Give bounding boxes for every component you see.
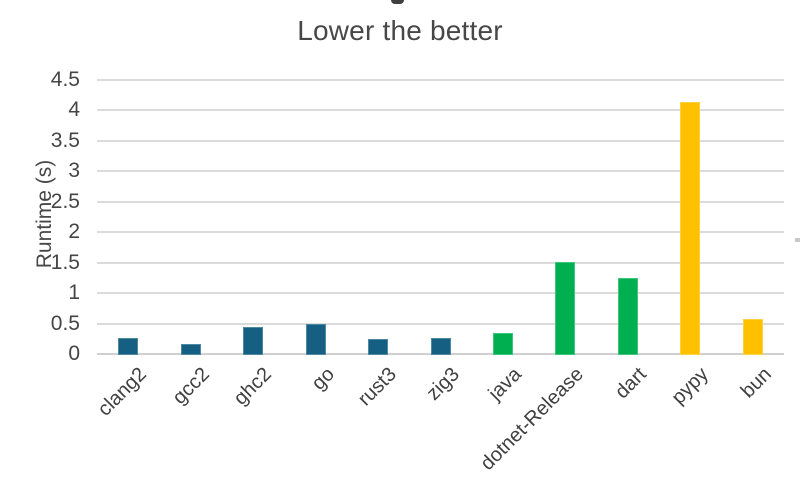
gridline-1.5 xyxy=(97,261,784,264)
bar-go xyxy=(305,324,326,355)
y-tick-label-3.5: 3.5 xyxy=(50,128,80,152)
bar-dart xyxy=(617,278,638,355)
gridline-0.5 xyxy=(97,322,784,325)
y-tick-label-0: 0 xyxy=(68,342,80,365)
clipped-top-text-fragment xyxy=(391,0,404,4)
y-tick-label-0.5: 0.5 xyxy=(50,311,80,335)
y-tick-label-1: 1 xyxy=(68,281,80,305)
bar-zig3 xyxy=(430,338,451,355)
bar-gcc2 xyxy=(180,344,201,355)
bar-dotnet-Release xyxy=(555,262,576,355)
bar-rust3 xyxy=(368,339,389,355)
clipped-right-edge-artifact xyxy=(795,238,800,242)
y-tick-label-2: 2 xyxy=(68,220,80,244)
gridline-2 xyxy=(97,231,784,234)
gridline-2.5 xyxy=(97,200,784,203)
chart-title: Lower the better xyxy=(297,15,503,46)
gridline-4.5 xyxy=(97,79,784,81)
bar-java xyxy=(492,333,513,355)
x-tick-label-clang2: clang2 xyxy=(93,363,152,421)
y-tick-label-4: 4 xyxy=(68,98,80,122)
bar-bun xyxy=(742,319,763,355)
y-tick-label-4.5: 4.5 xyxy=(50,68,80,91)
y-tick-label-1.5: 1.5 xyxy=(50,250,80,274)
gridline-4 xyxy=(97,109,784,112)
y-tick-label-3: 3 xyxy=(68,159,80,183)
bar-clang2 xyxy=(118,337,139,355)
bar-ghc2 xyxy=(243,326,264,355)
gridline-3.5 xyxy=(97,139,784,142)
gridline-3 xyxy=(97,170,784,173)
y-tick-label-2.5: 2.5 xyxy=(50,189,80,213)
gridline-1 xyxy=(97,292,784,295)
bar-pypy xyxy=(680,101,701,355)
